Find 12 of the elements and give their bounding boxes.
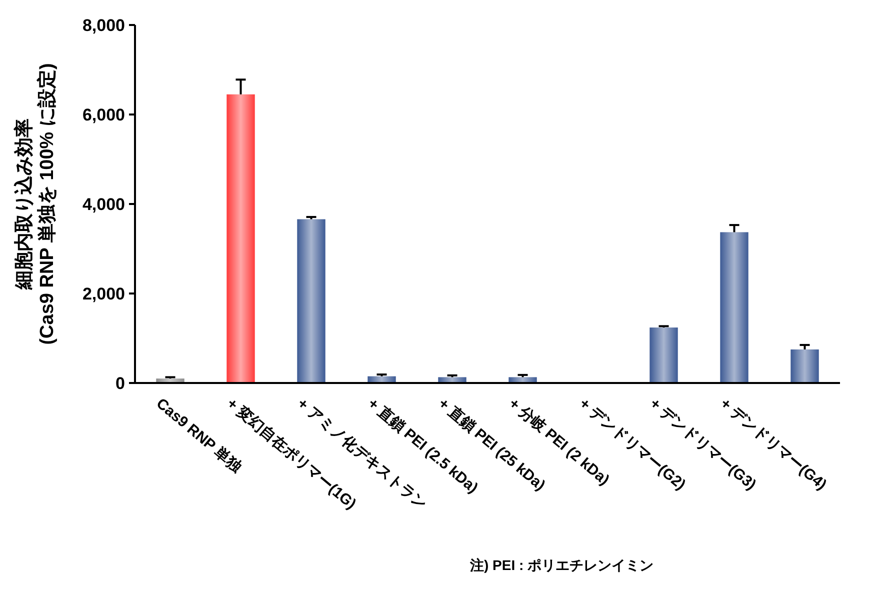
- bar: [297, 219, 326, 383]
- y-tick-label: 4,000: [82, 194, 125, 214]
- y-tick-label: 0: [116, 374, 125, 393]
- bar: [790, 349, 819, 383]
- text: 注) PEI : ポリエチレンイミン: [469, 557, 654, 573]
- y-tick-label: 2,000: [82, 284, 125, 304]
- y-tick-label: 6,000: [82, 105, 125, 124]
- bar: [720, 232, 748, 383]
- bar: [226, 94, 255, 383]
- y-tick-label: 8,000: [82, 16, 125, 35]
- y-axis-title: 細胞内取り込み効率 (Cas9 RNP 単独を 100% に設定): [13, 63, 58, 345]
- bar: [650, 328, 678, 383]
